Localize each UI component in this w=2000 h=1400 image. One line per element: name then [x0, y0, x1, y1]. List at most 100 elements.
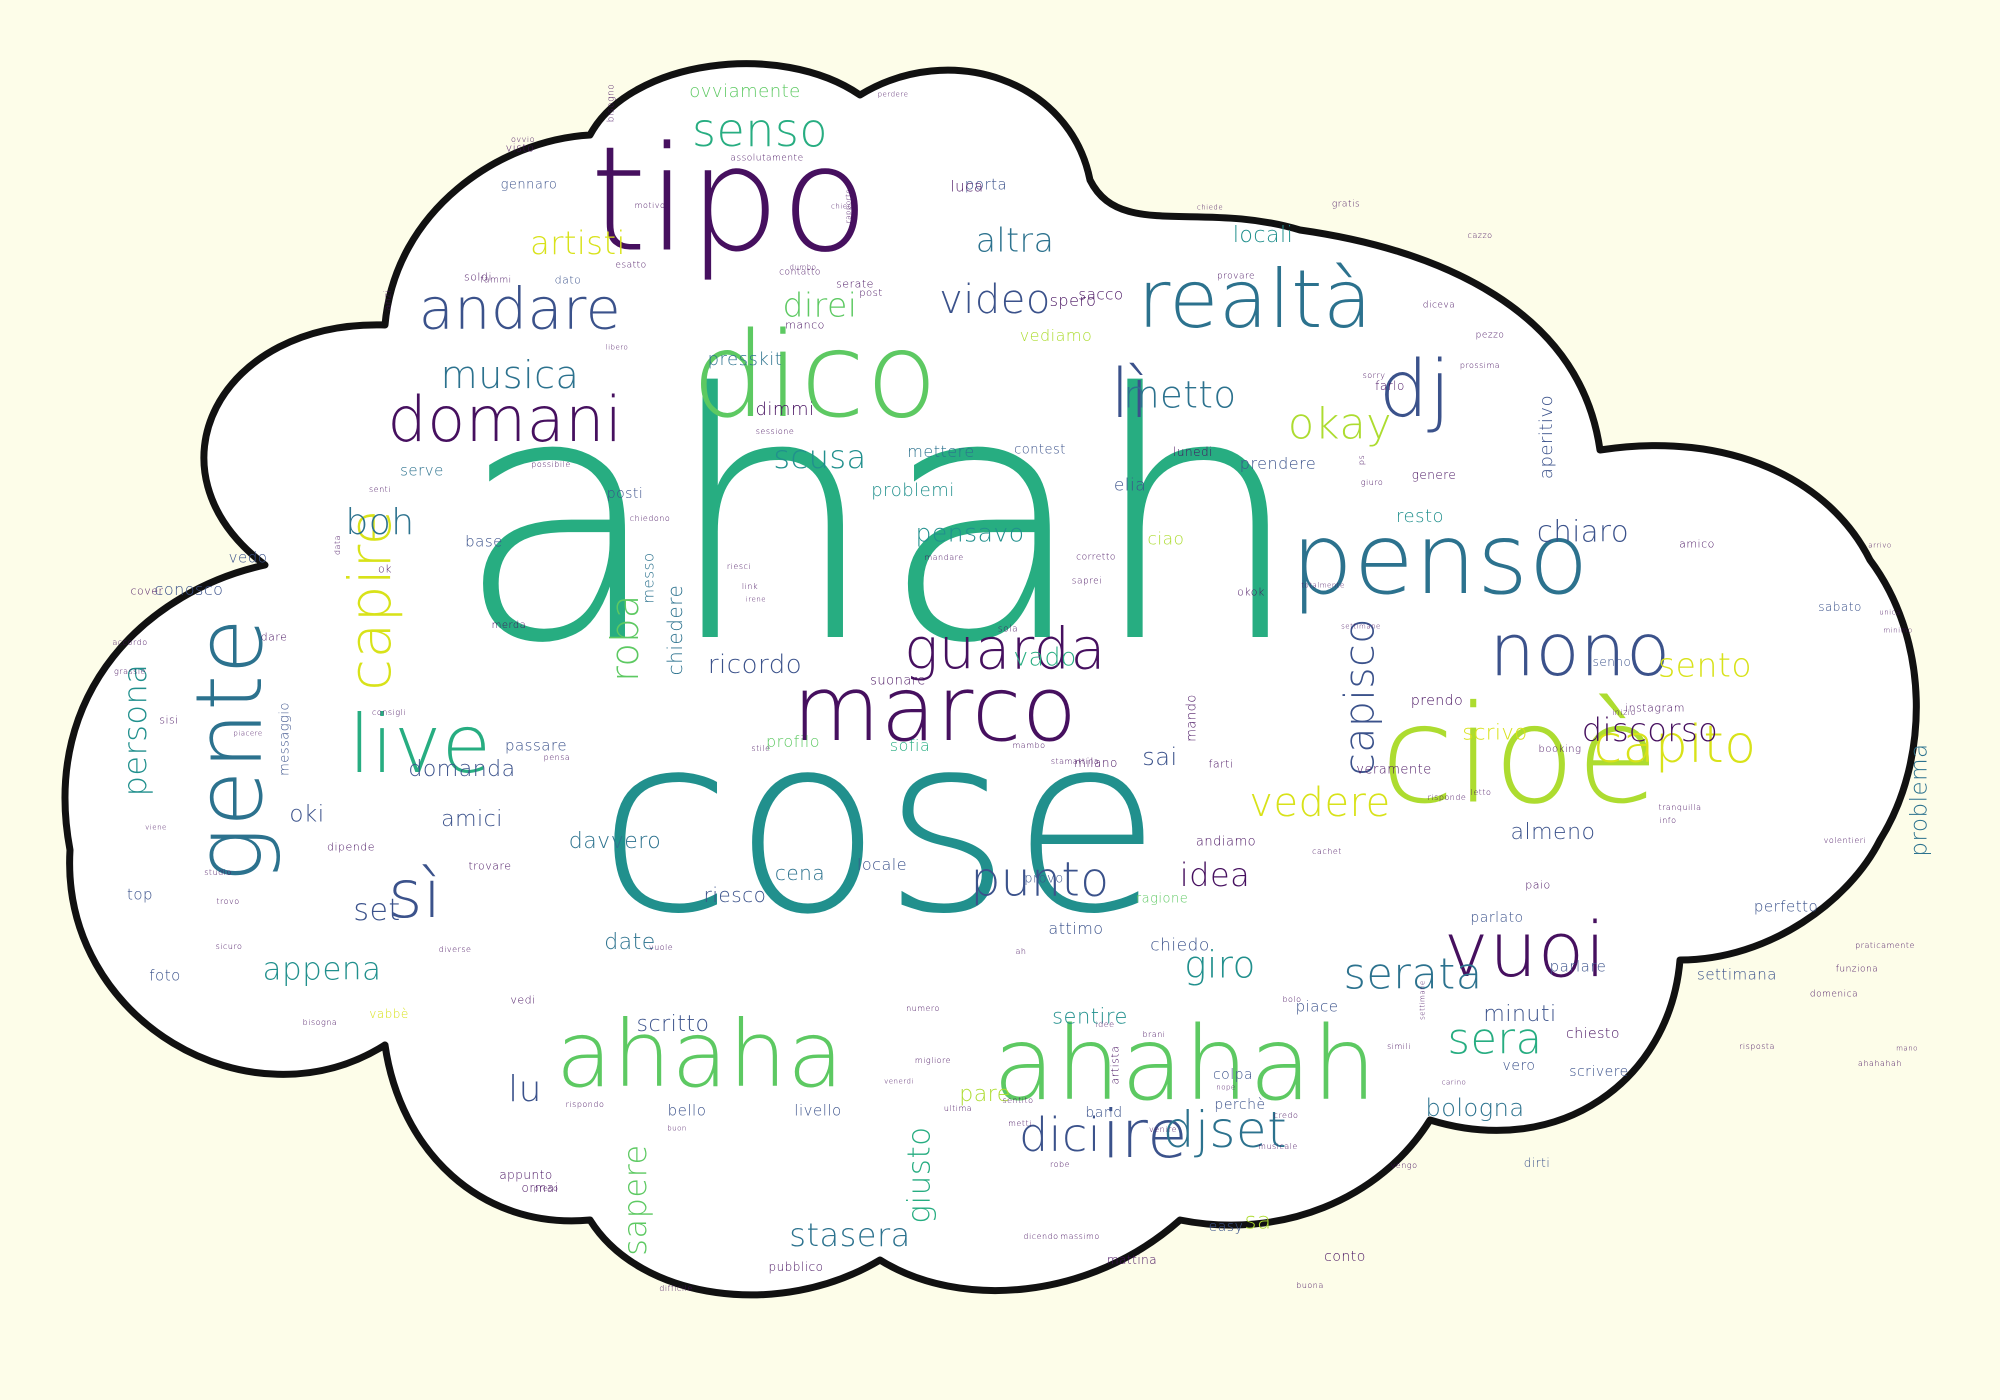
word: esatto: [615, 260, 647, 271]
word: pensa: [543, 753, 571, 762]
word: chiede: [1196, 203, 1224, 212]
word: djset: [1162, 1101, 1288, 1159]
word: video: [939, 277, 1051, 323]
word: conto: [1324, 1249, 1366, 1265]
word: almeno: [1510, 820, 1596, 845]
word: riesci: [726, 562, 752, 571]
word: serve: [400, 461, 444, 480]
word: giro: [1184, 943, 1256, 987]
word: dipende: [326, 840, 376, 854]
word: booking: [1538, 744, 1582, 755]
word: mambo: [1012, 741, 1046, 750]
word: contatto: [779, 267, 821, 278]
word: vengo: [1390, 1161, 1418, 1170]
word: profilo: [766, 732, 820, 751]
word: paio: [1525, 878, 1551, 892]
word: farti: [1208, 757, 1234, 771]
word: trovare: [468, 859, 512, 873]
word: sera: [1447, 1014, 1543, 1065]
word: soldi: [463, 270, 493, 284]
word: suonare: [870, 673, 926, 689]
word: possibile: [531, 460, 571, 469]
word: stasera: [789, 1216, 911, 1254]
word: praticamente: [1855, 941, 1915, 950]
word: simili: [1387, 1042, 1411, 1051]
word: brani: [1142, 1030, 1166, 1039]
word: data: [333, 534, 342, 556]
word: capisco: [1335, 618, 1384, 776]
word: mettere: [907, 442, 975, 461]
word: capito: [1593, 715, 1757, 775]
word: dico: [691, 306, 939, 444]
word: andare: [418, 276, 622, 343]
word: ps: [1357, 454, 1366, 466]
word: risposta: [1739, 1042, 1775, 1051]
word: difficile: [659, 1284, 693, 1293]
word: inizio: [1612, 708, 1636, 717]
word: mando: [1184, 694, 1200, 742]
word: accordo: [112, 638, 148, 647]
cloud-outline: [61, 60, 1920, 1299]
word: buon: [667, 1124, 687, 1133]
word: piace: [1295, 997, 1339, 1016]
word: migliore: [914, 1056, 952, 1065]
word: credo: [1273, 1111, 1299, 1120]
word: date: [604, 930, 656, 955]
word: sacco: [1078, 285, 1124, 304]
word: chiedi: [831, 202, 855, 211]
word: sicuro: [215, 942, 243, 951]
word: genere: [1411, 468, 1457, 482]
word: manco: [785, 318, 825, 332]
word: corretto: [1076, 552, 1116, 563]
word: persona: [116, 663, 154, 797]
word: perchè: [1214, 1097, 1266, 1113]
word: settimane: [1418, 980, 1427, 1020]
word: dato: [554, 273, 582, 287]
word: mano: [1896, 1044, 1918, 1053]
word: scrivere: [1569, 1064, 1629, 1080]
word: livello: [794, 1101, 842, 1120]
word: ultima: [943, 1104, 973, 1113]
word: porta: [964, 175, 1008, 194]
word: guarda: [904, 616, 1106, 683]
word: prendo: [1410, 693, 1464, 709]
word: volentieri: [1823, 836, 1867, 845]
word: set: [353, 893, 401, 928]
word: sisi: [159, 713, 179, 727]
word: rispondo: [565, 1100, 605, 1109]
word: idea: [1179, 856, 1251, 894]
word: cover: [130, 584, 164, 598]
word: perdere: [877, 90, 909, 99]
word: easy: [1208, 1219, 1244, 1235]
word: metti: [1008, 1119, 1032, 1128]
word: vedo: [228, 548, 268, 567]
word: minimo: [1883, 626, 1913, 635]
word: gratis: [1331, 199, 1361, 210]
word: scritto: [636, 1012, 710, 1037]
word: sorry: [1362, 371, 1386, 380]
word: problema: [1906, 743, 1933, 857]
word: okok: [1237, 585, 1265, 599]
word: fammi: [480, 275, 512, 286]
word: domenica: [1809, 989, 1859, 1000]
word: amici: [441, 807, 503, 832]
word: top: [126, 885, 154, 904]
word: sento: [1657, 645, 1753, 685]
word: ah: [1015, 947, 1027, 956]
word: piacere: [233, 729, 263, 738]
word: spero: [1049, 291, 1097, 310]
word: penso: [1290, 503, 1590, 617]
word: irene: [745, 595, 767, 604]
word: realtà: [1137, 253, 1373, 346]
word: giuro: [1360, 478, 1384, 487]
word: vado: [1013, 642, 1077, 672]
word: vediamo: [1019, 326, 1093, 345]
word: assolutamente: [730, 153, 804, 164]
word: massimo: [1060, 1232, 1100, 1241]
word: studio: [204, 868, 232, 877]
word: ire: [1101, 1096, 1189, 1173]
word: gente: [176, 617, 283, 883]
word: perfetto: [1753, 897, 1819, 916]
